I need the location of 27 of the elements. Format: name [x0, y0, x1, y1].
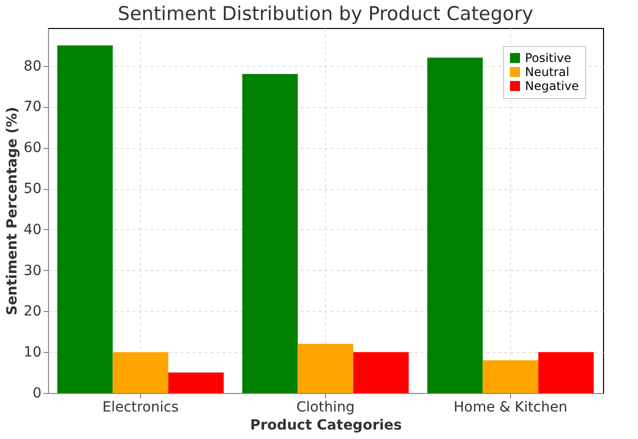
y-tick-label: 80: [24, 58, 42, 74]
y-axis-title: Sentiment Percentage (%): [4, 106, 21, 316]
legend-label: Negative: [525, 79, 579, 93]
y-tick-label: 30: [24, 262, 42, 279]
bar: [57, 45, 113, 393]
bar: [298, 344, 354, 393]
y-tick-label: 70: [24, 99, 42, 116]
bar: [427, 58, 483, 393]
x-tick-label: Electronics: [102, 400, 179, 416]
chart-title: Sentiment Distribution by Product Category: [118, 3, 534, 25]
bar: [538, 352, 594, 393]
bar: [168, 372, 224, 393]
y-tick-label: 40: [24, 222, 42, 238]
x-tick-label: Home & Kitchen: [454, 400, 568, 416]
bar: [482, 360, 538, 393]
bar: [112, 352, 168, 393]
y-tick-label: 20: [24, 304, 42, 320]
legend-label: Neutral: [525, 65, 570, 79]
y-tick-label: 60: [24, 140, 42, 156]
bar: [353, 352, 409, 393]
legend-label: Positive: [525, 51, 572, 65]
bar: [242, 74, 298, 393]
y-tick-label: 0: [32, 386, 42, 402]
y-tick-label: 10: [24, 344, 42, 361]
x-tick-label: Clothing: [296, 400, 355, 416]
y-tick-label: 50: [24, 181, 42, 198]
x-axis-title: Product Categories: [250, 418, 402, 434]
